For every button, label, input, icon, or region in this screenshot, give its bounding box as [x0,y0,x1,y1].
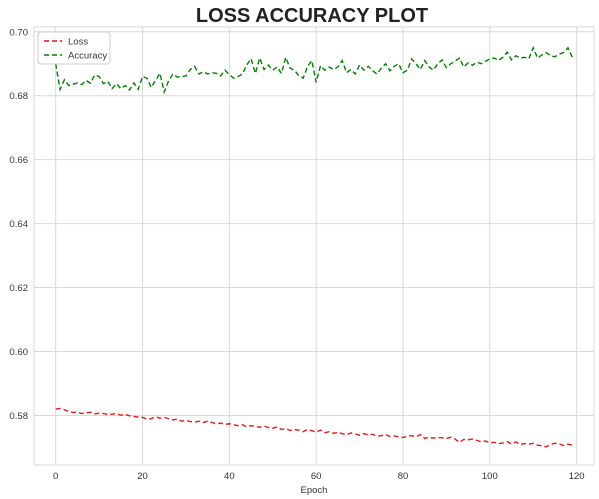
x-tick-label: 100 [482,471,498,482]
legend-box [37,31,111,65]
y-tick-label: 0.64 [10,219,29,230]
plot-area [33,26,595,466]
y-tick-label: 0.70 [10,27,29,38]
x-tick-label: 120 [569,471,585,482]
chart-title: LOSS ACCURACY PLOT [196,5,428,27]
x-tick-label: 80 [398,471,409,482]
series-layer [55,45,573,448]
y-tick-label: 0.68 [10,91,29,102]
y-tick-label: 0.58 [10,411,29,422]
x-tick-label: 0 [53,471,58,482]
x-tick-label: 20 [137,471,148,482]
legend-label-loss: Loss [68,37,88,48]
series-line-loss [55,407,573,448]
tick-labels: 0 20 40 60 80 100 120 0.58 0.60 0.62 0.64 0.66 0.68 0… [10,27,585,482]
y-tick-label: 0.66 [10,155,29,166]
legend-label-accuracy: Accuracy [68,51,107,62]
x-axis-label: Epoch [301,485,328,496]
series-line-accuracy [55,45,573,95]
grid [34,27,594,465]
x-tick-label: 60 [311,471,322,482]
y-tick-label: 0.60 [10,347,29,358]
x-tick-label: 40 [224,471,235,482]
y-tick-label: 0.62 [10,283,29,294]
legend: Loss Accuracy [37,31,111,65]
